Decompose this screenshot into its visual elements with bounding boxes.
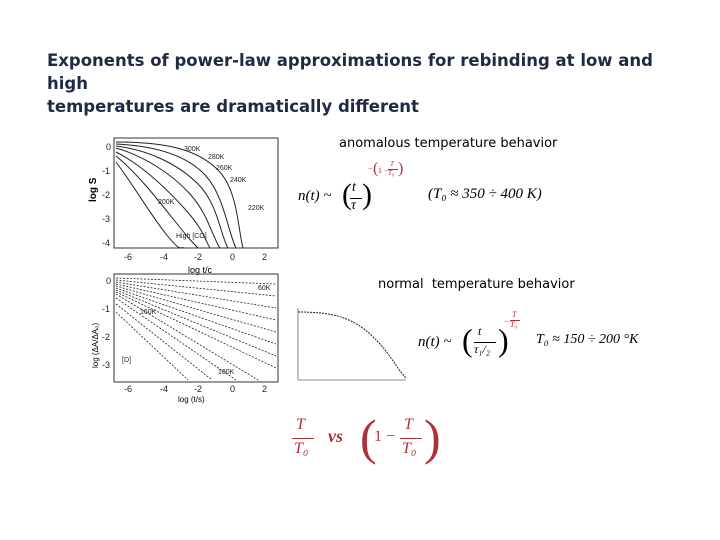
eq-cmp-den: T₀ bbox=[294, 440, 309, 457]
fig-bottom-xtick: -4 bbox=[160, 384, 168, 394]
equation-comparison: T T₀ vs ( 1 − T T₀ ) bbox=[292, 409, 441, 465]
fig-top-curve-label: High [CO] bbox=[176, 233, 207, 240]
slide-title-line-1: Exponents of power-law approximations fo… bbox=[47, 51, 653, 93]
eq-anomalous-t: t bbox=[352, 180, 356, 195]
fig-top-xtick: 2 bbox=[262, 252, 267, 262]
fig-top-xtick: 0 bbox=[230, 252, 235, 262]
fig-top-curve-label: 300K bbox=[184, 146, 201, 153]
fig-bottom-ylabel: log (ΔA/ΔA₀) bbox=[91, 323, 100, 368]
fig-top-curve-label: 260K bbox=[216, 165, 233, 172]
fig-top-xtick: -2 bbox=[194, 252, 202, 262]
eq-cmp-num: T bbox=[296, 416, 305, 433]
figure-normal-plot: log (ΔA/ΔA₀) 0 -1 -2 -3 -6 -4 -2 0 2 log… bbox=[91, 273, 279, 404]
eq-normal-lhs: n(t) ~ bbox=[418, 334, 452, 350]
fig-bottom-xtick: -6 bbox=[124, 384, 132, 394]
fig-top-curve-label: 200K bbox=[158, 199, 175, 206]
eq-anomalous-exp-one: 1 − bbox=[378, 166, 389, 175]
caption-anomalous: anomalous temperature behavior bbox=[339, 136, 558, 151]
eq-anomalous-tau: τ bbox=[351, 198, 357, 213]
caption-normal: normal temperature behavior bbox=[378, 277, 575, 292]
fig-bottom-curve-label: 160K bbox=[218, 369, 235, 376]
fig-top-ytick: -2 bbox=[102, 190, 110, 200]
eq-normal-tau: τ₁/₂ bbox=[474, 342, 490, 356]
fig-bottom-curve-label: 160K bbox=[140, 309, 157, 316]
eq-normal-exp-num: T bbox=[512, 310, 517, 319]
eq-anomalous-lhs: n(t) ~ bbox=[298, 188, 332, 204]
slide-title-line-2: temperatures are dramatically different bbox=[47, 97, 419, 116]
fig-bottom-ytick: -1 bbox=[102, 304, 110, 314]
fig-top-ylabel: log S bbox=[88, 177, 99, 202]
equation-anomalous: n(t) ~ ( t τ ) − ( 1 − T T₀ ) (T₀ ≈ 350 … bbox=[298, 160, 542, 213]
fig-bottom-ytick: -2 bbox=[102, 332, 110, 342]
fig-bottom-xtick: 2 bbox=[262, 384, 267, 394]
fig-top-curve-label: 280K bbox=[208, 154, 225, 161]
fig-bottom-xlabel: log (t/s) bbox=[178, 395, 205, 404]
eq-anomalous-exp-den: T₀ bbox=[388, 169, 395, 177]
fig-bottom-curve-label: [D] bbox=[122, 357, 131, 364]
fig-top-curve-label: 220K bbox=[248, 205, 265, 212]
eq-cmp-num2: T bbox=[404, 416, 413, 433]
eq-cmp-one: 1 − bbox=[374, 428, 396, 445]
fig-top-ytick: -3 bbox=[102, 214, 110, 224]
fig-top-ytick: 0 bbox=[106, 142, 111, 152]
eq-anomalous-T0: (T₀ ≈ 350 ÷ 400 K) bbox=[428, 186, 542, 202]
eq-normal-exp-minus: − bbox=[504, 316, 510, 326]
fig-bottom-curve-label: 60K bbox=[258, 285, 271, 292]
fig-top-xtick: -4 bbox=[160, 252, 168, 262]
equation-normal: n(t) ~ ( t τ₁/₂ ) − T T₀ T₀ ≈ 150 ÷ 200 … bbox=[418, 310, 639, 358]
eq-anomalous-exp-num: T bbox=[390, 160, 394, 168]
fig-top-ytick: -1 bbox=[102, 166, 110, 176]
eq-cmp-den2: T₀ bbox=[402, 440, 417, 457]
eq-normal-exp-den: T₀ bbox=[510, 320, 518, 329]
fig-bottom-xtick: -2 bbox=[194, 384, 202, 394]
fig-bottom-ytick: -3 bbox=[102, 360, 110, 370]
eq-normal-T0: T₀ ≈ 150 ÷ 200 °K bbox=[536, 332, 639, 347]
figure-anomalous-plot: log S 0 -1 -2 -3 -4 -6 -4 -2 0 2 log t/c… bbox=[88, 137, 279, 275]
eq-cmp-vs: vs bbox=[328, 426, 343, 446]
fig-top-curve-label: 240K bbox=[230, 177, 247, 184]
fig-bottom-ytick: 0 bbox=[106, 276, 111, 286]
eq-normal-t: t bbox=[478, 324, 482, 338]
fig-top-ytick: -4 bbox=[102, 238, 110, 248]
figure-normal-inset bbox=[297, 308, 407, 381]
fig-top-xlabel: log t/c bbox=[188, 265, 213, 275]
fig-top-xtick: -6 bbox=[124, 252, 132, 262]
fig-bottom-xtick: 0 bbox=[230, 384, 235, 394]
slide-title: Exponents of power-law approximations fo… bbox=[47, 49, 687, 118]
